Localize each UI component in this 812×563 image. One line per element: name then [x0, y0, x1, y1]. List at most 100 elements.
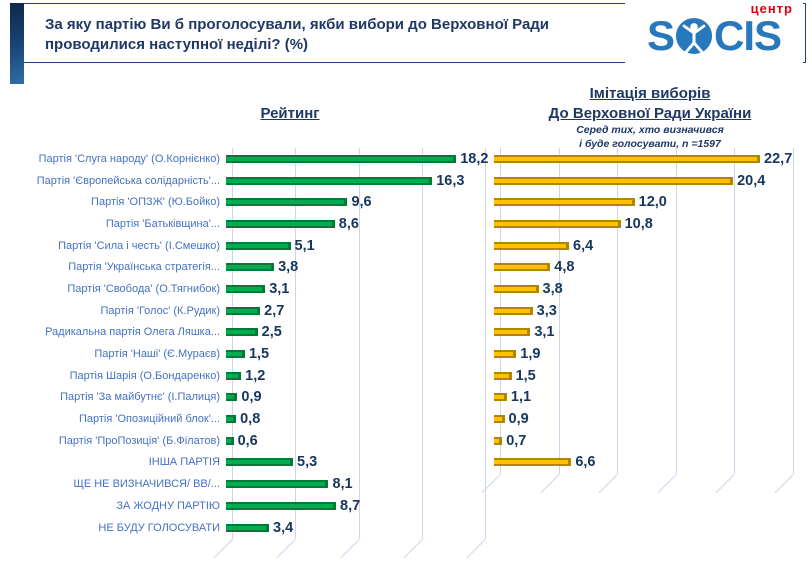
value-label: 0,7 — [506, 432, 527, 449]
value-label: 3,1 — [534, 324, 555, 341]
imitation-heading-line2: До Верховної Ради України — [548, 104, 752, 122]
imitation-cell: 0,7 — [494, 430, 787, 452]
imitation-cell: 6,4 — [494, 235, 787, 257]
value-label: 3,4 — [273, 519, 294, 536]
imitation-cell: 1,9 — [494, 343, 787, 365]
imitation-bar — [494, 415, 505, 424]
category-label: Партія 'Опозиційний блок'... — [78, 413, 220, 426]
rating-bar — [226, 176, 433, 185]
value-label: 6,4 — [573, 237, 594, 254]
category-label: ІНША ПАРТІЯ — [148, 456, 220, 469]
category-label: Радикальна партія Олега Ляшка... — [45, 326, 220, 339]
bar-with-label: 10,8 — [494, 216, 787, 232]
rating-cell: 3,4 — [226, 517, 479, 539]
gridline — [421, 148, 423, 539]
value-label: 8,6 — [338, 215, 359, 232]
rating-cell: 0,9 — [226, 387, 479, 409]
value-label: 8,7 — [340, 497, 361, 514]
value-label: 5,3 — [297, 454, 318, 471]
bar-with-label: 3,8 — [226, 259, 479, 275]
imitation-cell: 0,9 — [494, 408, 787, 430]
value-label: 0,6 — [237, 432, 258, 449]
imitation-cell: 6,6 — [494, 452, 787, 474]
logo-text-s: S — [646, 12, 675, 60]
bar-with-label: 2,7 — [226, 303, 479, 319]
imitation-cell: 3,3 — [494, 300, 787, 322]
rating-bar — [226, 263, 275, 272]
value-label: 3,8 — [542, 280, 563, 297]
imitation-bar — [494, 458, 572, 467]
rating-bar — [226, 350, 245, 359]
bar-with-label: 12,0 — [494, 194, 787, 210]
value-label: 1,1 — [510, 389, 532, 406]
imitation-cell: 1,1 — [494, 387, 787, 409]
rating-cell: 5,1 — [226, 235, 479, 257]
chart-row: ІНША ПАРТІЯ 5,3 6,6 — [10, 452, 802, 474]
imitation-bar — [494, 436, 503, 445]
rating-cell: 1,2 — [226, 365, 479, 387]
chart-row: НЕ БУДУ ГОЛОСУВАТИ 3,4 — [10, 517, 802, 539]
rating-bar — [226, 328, 258, 337]
bar-with-label: 18,2 — [226, 151, 488, 167]
bar-with-label: 2,5 — [226, 324, 479, 340]
category-label: НЕ БУДУ ГОЛОСУВАТИ — [98, 521, 220, 534]
category-label: Партія 'Голос' (К.Рудик) — [100, 304, 220, 317]
rating-cell: 3,8 — [226, 256, 479, 278]
value-label: 6,6 — [575, 454, 596, 471]
rating-bar — [226, 480, 329, 489]
value-label: 1,5 — [248, 346, 270, 363]
bar-with-label: 22,7 — [494, 151, 792, 167]
bar-with-label: 1,5 — [494, 368, 787, 384]
imitation-cell: 1,5 — [494, 365, 787, 387]
chart-row: Партія 'ОПЗЖ' (Ю.Бойко) 9,6 12,0 — [10, 191, 802, 213]
imitation-bar — [494, 176, 734, 185]
gridline — [793, 148, 794, 474]
gridline — [675, 148, 677, 474]
value-label: 0,9 — [508, 411, 529, 428]
rating-bar — [226, 198, 348, 207]
header: За яку партію Ви б проголосували, якби в… — [10, 1, 806, 84]
category-label: ЩЕ НЕ ВИЗНАЧИВСЯ/ ВВ/... — [73, 478, 220, 491]
bar-with-label: 9,6 — [226, 194, 479, 210]
rating-cell: 5,3 — [226, 452, 479, 474]
header-accent-strip — [10, 3, 24, 84]
rating-heading: Рейтинг — [260, 105, 320, 122]
category-label: Партія 'Наші' (Є.Мураєв) — [94, 348, 220, 361]
bar-with-label: 0,7 — [494, 433, 787, 449]
socis-logo: центр S CIS — [625, 1, 803, 69]
category-label: Партія 'Батьківщина'... — [105, 217, 220, 230]
rating-cell: 2,7 — [226, 300, 479, 322]
value-label: 5,1 — [294, 237, 315, 254]
bar-with-label: 8,7 — [226, 498, 479, 514]
chart-rows: Партія 'Слуга народу' (О.Корнієнко) 18,2 2… — [10, 148, 802, 538]
imitation-cell: 10,8 — [494, 213, 787, 235]
category-label: Партія 'Сила і честь' (І.Смешко) — [58, 239, 220, 252]
chart-row: Радикальна партія Олега Ляшка... 2,5 3,1 — [10, 322, 802, 344]
rating-gridlines — [232, 148, 486, 539]
category-label: Партія 'Слуга народу' (О.Корнієнко) — [38, 152, 220, 165]
imitation-cell: 4,8 — [494, 256, 787, 278]
bar-with-label: 1,5 — [226, 346, 479, 362]
bar-with-label: 8,6 — [226, 216, 479, 232]
bar-with-label: 0,9 — [226, 389, 479, 405]
imitation-bar — [494, 263, 551, 272]
value-label: 8,1 — [332, 476, 353, 493]
chart-row: ЩЕ НЕ ВИЗНАЧИВСЯ/ ВВ/... 8,1 — [10, 473, 802, 495]
value-label: 12,0 — [638, 194, 667, 211]
bar-with-label: 3,4 — [226, 520, 479, 536]
bar-with-label: 20,4 — [494, 173, 787, 189]
value-label: 4,8 — [554, 259, 575, 276]
value-label: 22,7 — [764, 150, 793, 167]
bar-with-label: 1,2 — [226, 368, 479, 384]
chart-row: Партія 'ПроПозиція' (Б.Філатов) 0,6 0,7 — [10, 430, 802, 452]
slide-title: За яку партію Ви б проголосували, якби в… — [45, 16, 550, 53]
bar-with-label: 16,3 — [226, 173, 479, 189]
rating-bar — [226, 501, 337, 510]
category-label: Партія Шарія (О.Бондаренко) — [69, 369, 220, 382]
value-label: 0,9 — [241, 389, 262, 406]
imitation-cell: 20,4 — [494, 170, 787, 192]
imitation-bar — [494, 306, 533, 315]
rating-bar — [226, 154, 457, 163]
rating-cell: 16,3 — [226, 170, 479, 192]
chart-row: Партія 'За майбутнє' (І.Палиця) 0,9 1,1 — [10, 387, 802, 409]
